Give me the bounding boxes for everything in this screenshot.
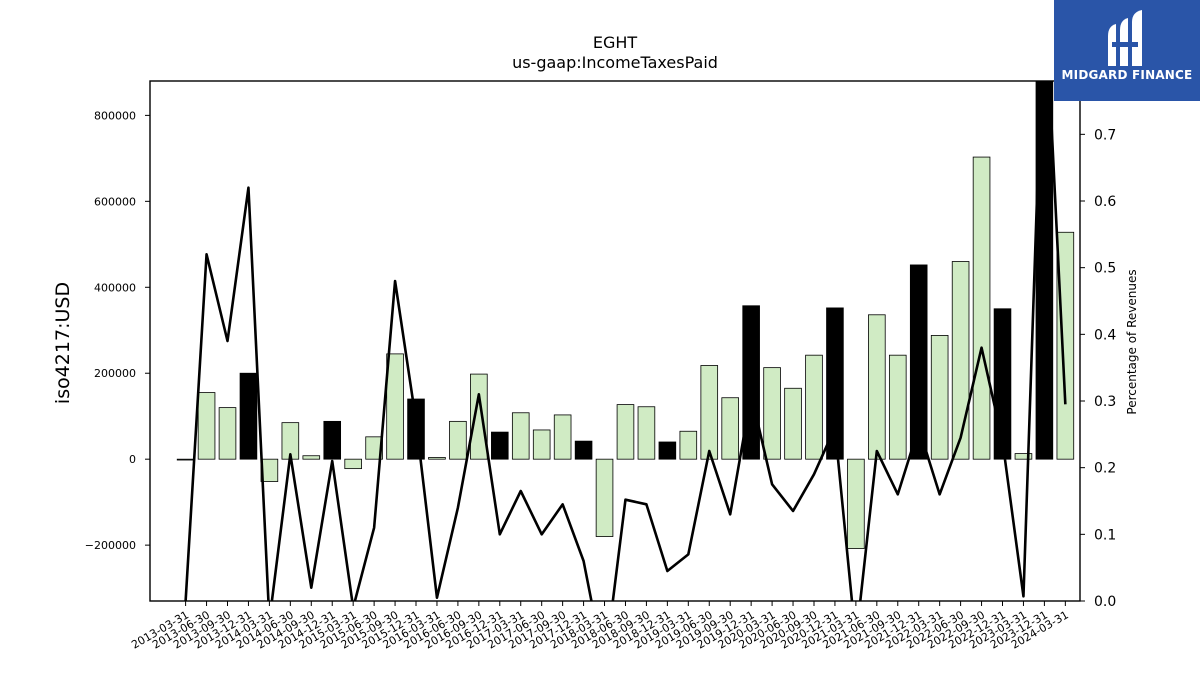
bar-2014-12-31 xyxy=(323,420,342,460)
y-tick-label: 400000 xyxy=(94,281,136,294)
bar-2019-12-31 xyxy=(742,305,760,460)
bar-2021-09-30 xyxy=(888,354,907,460)
y-axis-label: iso4217:USD xyxy=(52,282,74,404)
y2-tick-label: 0.5 xyxy=(1094,261,1116,277)
bar-2022-09-30 xyxy=(972,156,991,460)
bar-2021-03-31 xyxy=(847,458,865,549)
bar-2013-09-30 xyxy=(218,407,237,460)
bar-2019-03-31 xyxy=(679,430,698,460)
bar-2020-09-30 xyxy=(805,354,823,460)
bar-2022-06-30 xyxy=(951,261,970,460)
bar-2017-03-31 xyxy=(511,412,530,460)
bar-2013-06-30 xyxy=(197,392,216,460)
plot-frame xyxy=(149,80,1081,602)
logo-mark-icon xyxy=(1108,10,1142,66)
y2-axis-label: Percentage of Revenues xyxy=(1125,269,1139,414)
bar-2024-03-31 xyxy=(1056,231,1075,460)
bar-2016-12-31 xyxy=(491,431,509,460)
y2-tick-label: 0.6 xyxy=(1094,194,1116,210)
bar-2020-06-30 xyxy=(784,387,802,460)
y2-tick-label: 0.2 xyxy=(1094,461,1116,477)
line-series-percentage-of-revenues xyxy=(184,81,1067,601)
bar-2013-12-31 xyxy=(239,372,258,460)
y2-tick-label: 0.7 xyxy=(1094,127,1116,143)
bar-2017-12-31 xyxy=(574,440,593,460)
y-tick-label: 200000 xyxy=(94,367,136,380)
y2-tick-label: 0.4 xyxy=(1094,327,1116,343)
bar-2016-09-30 xyxy=(470,373,488,460)
bar-2021-12-31 xyxy=(909,264,928,460)
bar-2018-09-30 xyxy=(637,406,656,460)
bar-2018-12-31 xyxy=(658,441,677,460)
bar-2020-03-31 xyxy=(763,367,781,460)
bar-2019-06-30 xyxy=(700,365,719,460)
bar-2019-09-30 xyxy=(721,397,739,460)
chart-subtitle: us-gaap:IncomeTaxesPaid xyxy=(512,53,718,72)
midgard-finance-logo: MIDGARD FINANCE xyxy=(1054,0,1200,101)
bar-2016-03-31 xyxy=(428,457,446,460)
bar-2014-09-30 xyxy=(302,455,321,460)
bar-2016-06-30 xyxy=(449,420,467,460)
y2-tick-label: 0.1 xyxy=(1094,527,1116,543)
y-tick-label: −200000 xyxy=(85,539,136,552)
bar-2015-06-30 xyxy=(365,436,383,460)
bar-2013-03-31 xyxy=(176,458,195,461)
bar-2015-09-30 xyxy=(386,353,404,460)
chart-title: EGHT xyxy=(593,33,638,52)
y2-tick-label: 0.0 xyxy=(1094,594,1116,610)
bar-2017-06-30 xyxy=(532,429,551,460)
bar-2023-12-31 xyxy=(1035,81,1054,460)
bar-2017-09-30 xyxy=(553,414,572,460)
bar-2015-03-31 xyxy=(344,458,362,470)
bar-2018-06-30 xyxy=(616,404,635,460)
logo-text: MIDGARD FINANCE xyxy=(1061,68,1193,82)
y-tick-label: 800000 xyxy=(94,109,136,122)
bar-2023-03-31 xyxy=(1014,453,1033,460)
bar-2020-12-31 xyxy=(826,307,844,460)
y-tick-label: 600000 xyxy=(94,195,136,208)
y2-tick-label: 0.3 xyxy=(1094,394,1116,410)
bar-2018-03-31 xyxy=(595,458,614,537)
y-tick-label: 0 xyxy=(129,453,136,466)
bar-2021-06-30 xyxy=(868,314,886,460)
bar-2022-03-31 xyxy=(930,335,949,460)
